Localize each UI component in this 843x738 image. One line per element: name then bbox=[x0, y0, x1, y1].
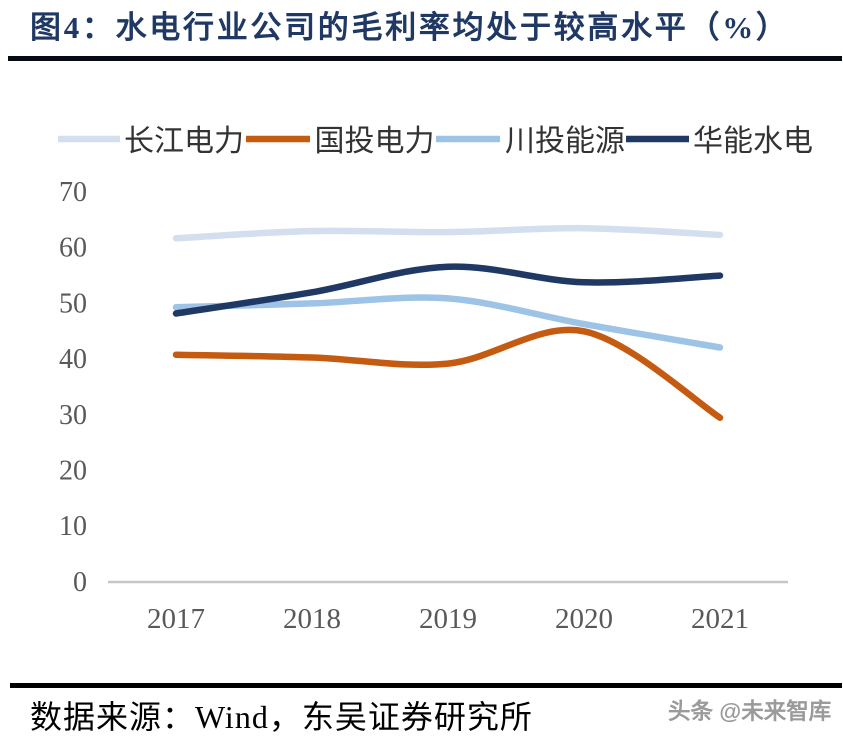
svg-text:长江电力: 长江电力 bbox=[124, 125, 244, 158]
svg-text:2018: 2018 bbox=[283, 603, 341, 635]
svg-text:国投电力: 国投电力 bbox=[315, 125, 435, 158]
svg-text:2019: 2019 bbox=[419, 603, 477, 635]
svg-text:10: 10 bbox=[59, 511, 87, 542]
svg-text:0: 0 bbox=[73, 567, 87, 598]
svg-text:40: 40 bbox=[59, 344, 87, 375]
svg-text:70: 70 bbox=[59, 177, 87, 208]
svg-text:2021: 2021 bbox=[691, 603, 749, 635]
svg-text:20: 20 bbox=[59, 456, 87, 487]
svg-text:2020: 2020 bbox=[555, 603, 613, 635]
svg-text:60: 60 bbox=[59, 233, 87, 264]
svg-text:2017: 2017 bbox=[147, 603, 205, 635]
svg-text:华能水电: 华能水电 bbox=[693, 125, 813, 158]
svg-text:川投能源: 川投能源 bbox=[505, 125, 625, 158]
svg-text:30: 30 bbox=[59, 400, 87, 431]
svg-text:50: 50 bbox=[59, 288, 87, 319]
